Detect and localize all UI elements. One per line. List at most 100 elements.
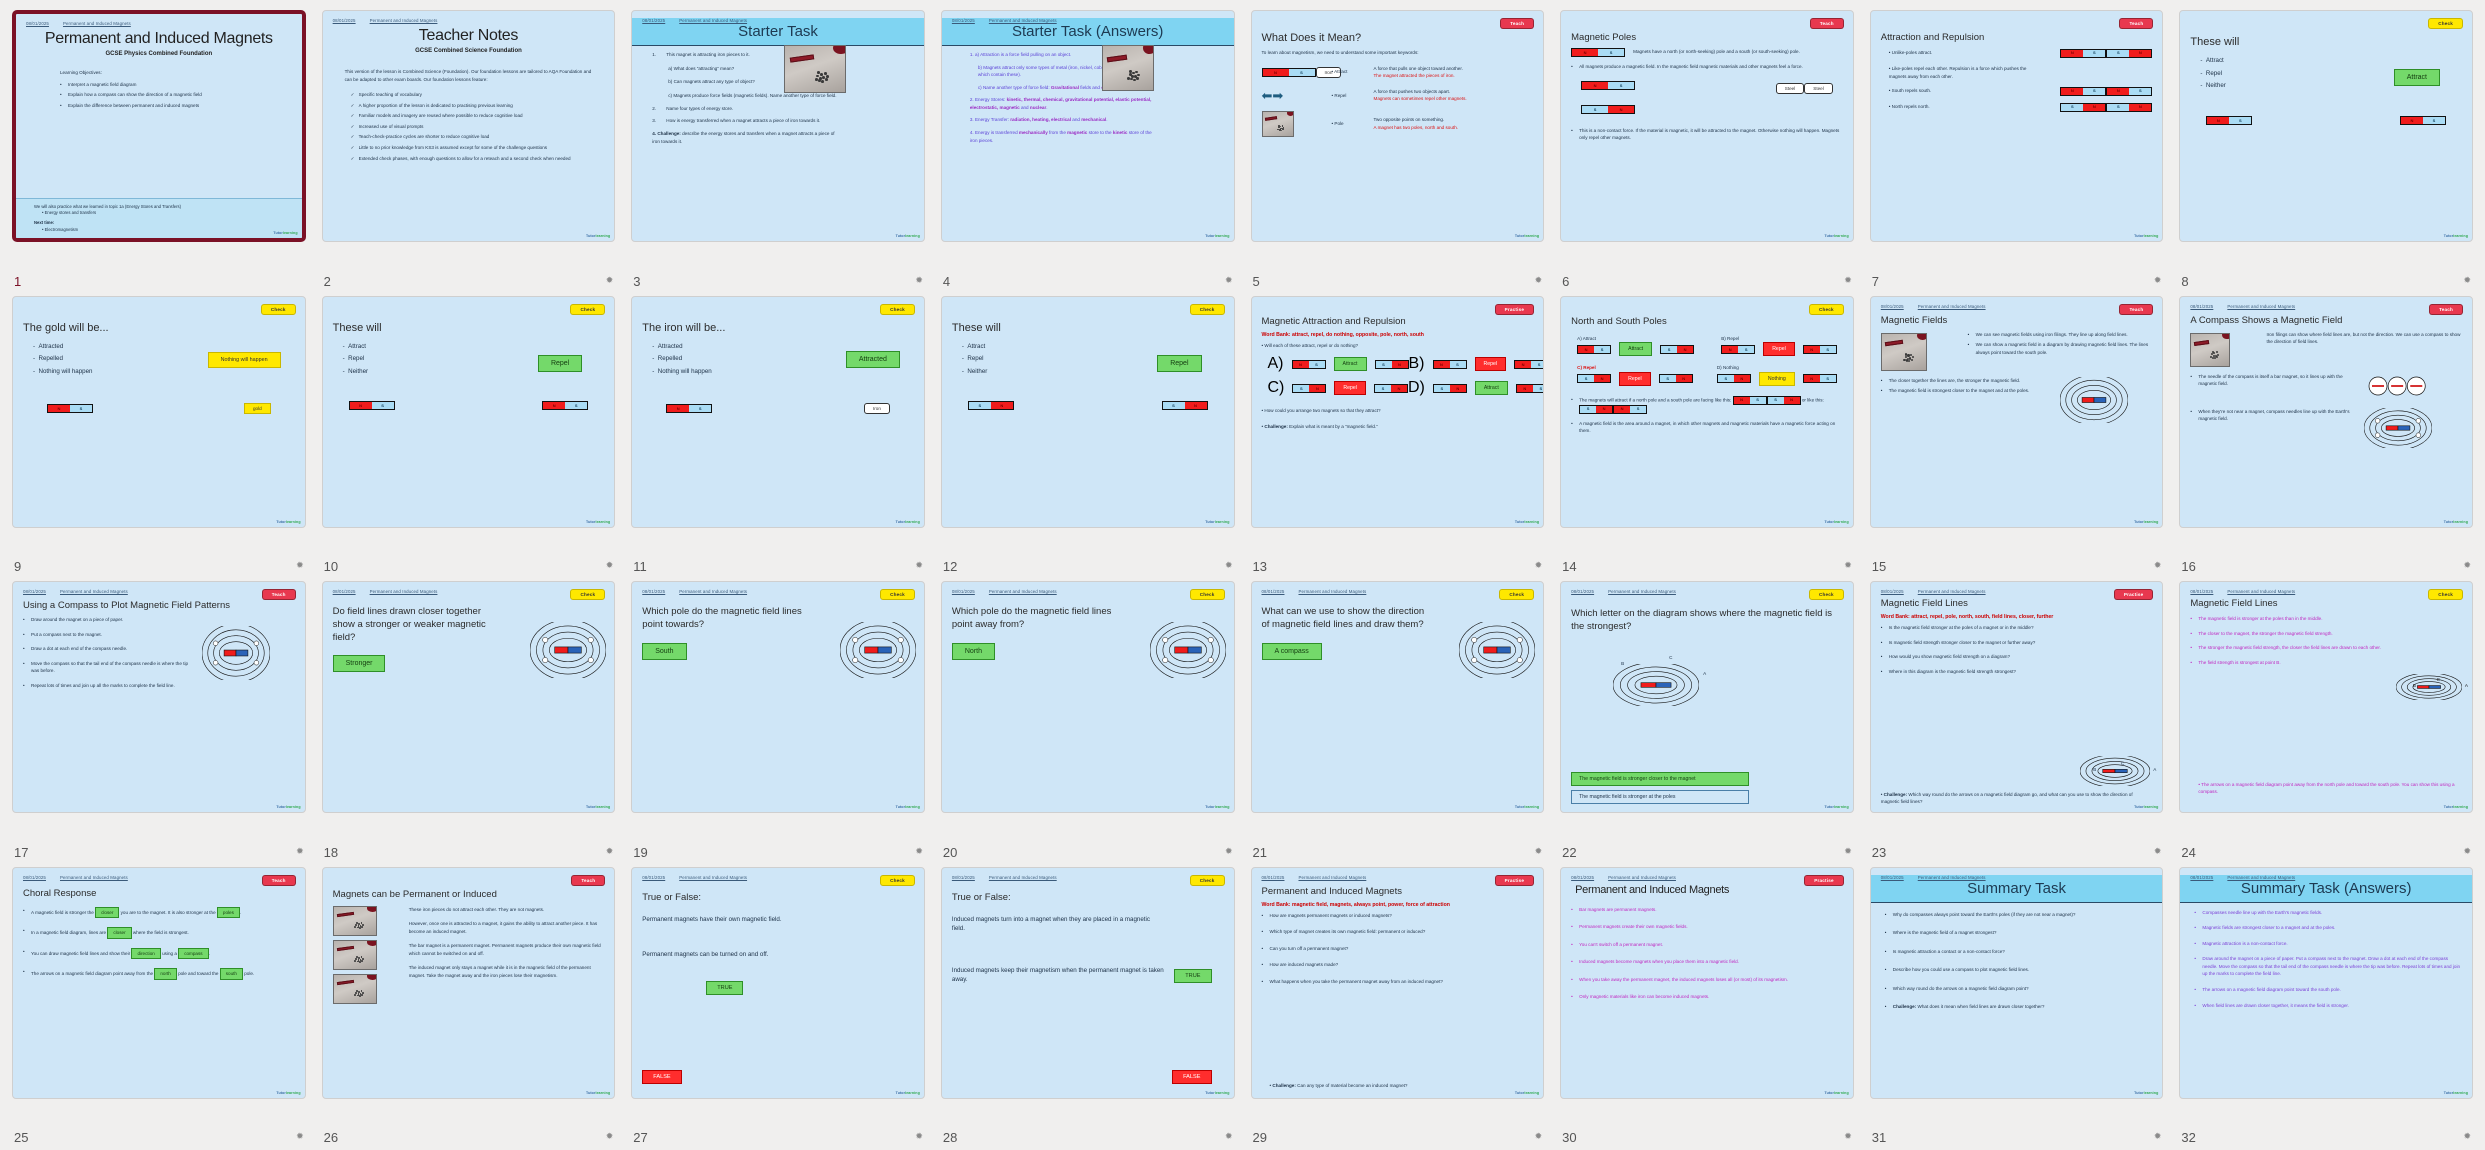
brand-logo: Tutorlearning [2134, 805, 2159, 809]
slide-thumbnail-28[interactable]: 08/01/2025 Permanent and Induced Magnets C… [940, 866, 1235, 1099]
brand-logo: Tutorlearning [2443, 1090, 2468, 1095]
slide-thumbnail-21[interactable]: 08/01/2025 Permanent and Induced Magnets C… [1250, 581, 1545, 813]
slide-cell-1[interactable]: 08/01/2025 Permanent and Induced Magnets P… [4, 4, 314, 290]
slide-thumbnail-9[interactable]: Check The gold will be... - Attracted - Rep… [12, 295, 306, 528]
slide-cell-23[interactable]: 08/01/2025 Permanent and Induced Magnets P… [1862, 575, 2172, 861]
step-item: • Repeat lots of times and join up all th… [23, 682, 175, 688]
slide-cell-14[interactable]: Check North and South Poles A) Attract N S At… [1552, 290, 1862, 576]
slide-cell-17[interactable]: 08/01/2025 Permanent and Induced Magnets T… [4, 575, 314, 861]
ar-bullet: • South repels south. [1888, 88, 1932, 94]
highlight-word: closer [95, 906, 120, 919]
slide-thumbnail-13[interactable]: Practise Magnetic Attraction and Repulsio… [1250, 295, 1545, 528]
slide-cell-12[interactable]: Check These will - Attract - Repel - Neither… [933, 290, 1243, 576]
letter-B: B [2412, 683, 2416, 688]
slide-thumbnail-15[interactable]: 08/01/2025 Permanent and Induced Magnets T… [1869, 295, 2164, 528]
slide-cell-5[interactable]: Teach What Does it Mean? To learn about ma… [1243, 4, 1553, 290]
slide-cell-29[interactable]: 08/01/2025 Permanent and Induced Magnets P… [1243, 861, 1553, 1147]
slide-cell-25[interactable]: 08/01/2025 Permanent and Induced Magnets T… [4, 861, 314, 1147]
slide-thumbnail-10[interactable]: Check These will - Attract - Repel - Neither… [321, 295, 616, 528]
slide-thumbnail-23[interactable]: 08/01/2025 Permanent and Induced Magnets P… [1869, 581, 2164, 813]
compass-lead: Iron filings can show where field lines … [2266, 331, 2461, 345]
slide-topic: Permanent and Induced Magnets [988, 18, 1057, 23]
slide-cell-30[interactable]: 08/01/2025 Permanent and Induced Magnets P… [1552, 861, 1862, 1147]
slide-cell-18[interactable]: 08/01/2025 Permanent and Induced Magnets C… [314, 575, 624, 861]
animation-star-icon: ✹ [2153, 274, 2162, 285]
slide-thumbnail-7[interactable]: Teach Attraction and Repulsion • Unlike-po… [1869, 10, 2164, 242]
poles-lead: Magnets have a north (or north-seeking) … [1633, 49, 1800, 54]
summary-question: • Describe how you could use a compass to… [1884, 967, 2030, 973]
challenge-label: Challenge: [1892, 1004, 1917, 1010]
slide-cell-7[interactable]: Teach Attraction and Repulsion • Unlike-po… [1862, 4, 2172, 290]
slide-thumbnail-18[interactable]: 08/01/2025 Permanent and Induced Magnets C… [321, 581, 616, 813]
slide-cell-26[interactable]: Teach Magnets can be Permanent or Induced… [314, 861, 624, 1147]
slide-thumbnail-24[interactable]: 08/01/2025 Permanent and Induced Magnets C… [2179, 581, 2473, 813]
slide-cell-11[interactable]: Check The iron will be... - Attracted - Rep… [623, 290, 933, 576]
option-item: - Attracted [33, 342, 64, 350]
slide-thumbnail-32[interactable]: 08/01/2025 Permanent and Induced Magnets S… [2179, 866, 2473, 1099]
slide-cell-27[interactable]: 08/01/2025 Permanent and Induced Magnets C… [623, 861, 933, 1147]
slide-thumbnail-12[interactable]: Check These will - Attract - Repel - Neither… [940, 295, 1235, 528]
slide-cell-2[interactable]: 08/01/2025 Permanent and Induced Magnets T… [314, 4, 624, 290]
slide-cell-22[interactable]: 08/01/2025 Permanent and Induced Magnets C… [1552, 575, 1862, 861]
slide-thumbnail-3[interactable]: 08/01/2025 Permanent and Induced Magnets S… [631, 10, 925, 242]
practise-question: • How would you show magnetic field stren… [1880, 654, 2011, 660]
slide-cell-24[interactable]: 08/01/2025 Permanent and Induced Magnets C… [2171, 575, 2481, 861]
answer-false: FALSE [642, 1069, 682, 1084]
slide-thumbnail-5[interactable]: Teach What Does it Mean? To learn about ma… [1250, 10, 1545, 242]
slide-date: 08/01/2025 [1571, 874, 1595, 880]
slide-thumbnail-29[interactable]: 08/01/2025 Permanent and Induced Magnets P… [1250, 866, 1545, 1099]
slide-thumbnail-16[interactable]: 08/01/2025 Permanent and Induced Magnets T… [2179, 295, 2473, 528]
slide-cell-32[interactable]: 08/01/2025 Permanent and Induced Magnets S… [2171, 861, 2481, 1147]
slide-thumbnail-20[interactable]: 08/01/2025 Permanent and Induced Magnets C… [940, 581, 1235, 813]
slide-thumbnail-22[interactable]: 08/01/2025 Permanent and Induced Magnets C… [1560, 581, 1854, 813]
slide-cell-19[interactable]: 08/01/2025 Permanent and Induced Magnets C… [623, 575, 933, 861]
slide-thumbnail-30[interactable]: 08/01/2025 Permanent and Induced Magnets P… [1560, 866, 1854, 1099]
slide-cell-21[interactable]: 08/01/2025 Permanent and Induced Magnets C… [1243, 575, 1553, 861]
slide-thumbnail-11[interactable]: Check The iron will be... - Attracted - Rep… [631, 295, 925, 528]
slide-badge-teach: Teach [2119, 303, 2154, 315]
slide-cell-20[interactable]: 08/01/2025 Permanent and Induced Magnets C… [933, 575, 1243, 861]
brand-logo: Tutorlearning [1205, 805, 1230, 809]
slide-thumbnail-17[interactable]: 08/01/2025 Permanent and Induced Magnets T… [12, 581, 306, 813]
slide-cell-4[interactable]: 08/01/2025 Permanent and Induced Magnets S… [933, 4, 1243, 290]
highlight-word: compass [178, 947, 209, 960]
slide-date: 08/01/2025 [1880, 589, 1904, 594]
slide-thumbnail-19[interactable]: 08/01/2025 Permanent and Induced Magnets C… [631, 581, 925, 813]
slide-cell-9[interactable]: Check The gold will be... - Attracted - Rep… [4, 290, 314, 576]
teacher-note-item: A higher proportion of the lesson is ded… [351, 102, 593, 110]
step-item: • Draw around the magnet on a piece of pa… [23, 617, 124, 622]
magnetic-field-diagram [1613, 664, 1700, 706]
slide-thumbnail-27[interactable]: 08/01/2025 Permanent and Induced Magnets C… [631, 866, 925, 1099]
option-item: - Attract [961, 342, 986, 350]
slide-thumbnail-26[interactable]: Teach Magnets can be Permanent or Induced… [321, 866, 616, 1099]
slide-thumbnail-8[interactable]: Check These will - Attract - Repel - Neither… [2179, 10, 2473, 242]
slide-thumbnail-4[interactable]: 08/01/2025 Permanent and Induced Magnets S… [940, 10, 1235, 242]
slide-number: 23 [1871, 844, 1887, 860]
slide-cell-13[interactable]: Practise Magnetic Attraction and Repulsio… [1243, 290, 1553, 576]
question-1: • Will each of these attract, repel or d… [1261, 342, 1359, 348]
slide-cell-3[interactable]: 08/01/2025 Permanent and Induced Magnets S… [623, 4, 933, 290]
slide-thumbnail-1[interactable]: 08/01/2025 Permanent and Induced Magnets P… [12, 10, 306, 242]
slide-cell-15[interactable]: 08/01/2025 Permanent and Induced Magnets T… [1862, 290, 2172, 576]
slide-cell-28[interactable]: 08/01/2025 Permanent and Induced Magnets C… [933, 861, 1243, 1147]
slide-thumbnail-14[interactable]: Check North and South Poles A) Attract N S At… [1560, 295, 1854, 528]
slide-thumbnail-25[interactable]: 08/01/2025 Permanent and Induced Magnets T… [12, 866, 306, 1099]
slide-cell-31[interactable]: 08/01/2025 Permanent and Induced Magnets S… [1862, 861, 2172, 1147]
slide-cell-6[interactable]: Teach Magnetic Poles N S Magnets have a nort… [1552, 4, 1862, 290]
slide-cell-8[interactable]: Check These will - Attract - Repel - Neither… [2171, 4, 2481, 290]
slide-thumbnail-2[interactable]: 08/01/2025 Permanent and Induced Magnets T… [321, 10, 616, 242]
slide-topic: Permanent and Induced Magnets [988, 874, 1057, 880]
summary-answer: • Magnetic attraction is a non-contact fo… [2194, 940, 2288, 946]
field-bullet: We can see magnetic fields using iron fi… [1968, 331, 2153, 339]
slide-thumbnail-31[interactable]: 08/01/2025 Permanent and Induced Magnets S… [1869, 866, 2164, 1099]
practise-question: • How are induced magnets made? [1261, 962, 1339, 968]
slide-cell-16[interactable]: 08/01/2025 Permanent and Induced Magnets T… [2171, 290, 2481, 576]
practise-question: • Can you turn off a permanent magnet? [1261, 945, 1349, 951]
slide-thumbnail-6[interactable]: Teach Magnetic Poles N S Magnets have a nort… [1560, 10, 1854, 242]
slide-cell-10[interactable]: Check These will - Attract - Repel - Neither… [314, 290, 624, 576]
objective-item: Explain the difference between permanent… [60, 102, 292, 110]
